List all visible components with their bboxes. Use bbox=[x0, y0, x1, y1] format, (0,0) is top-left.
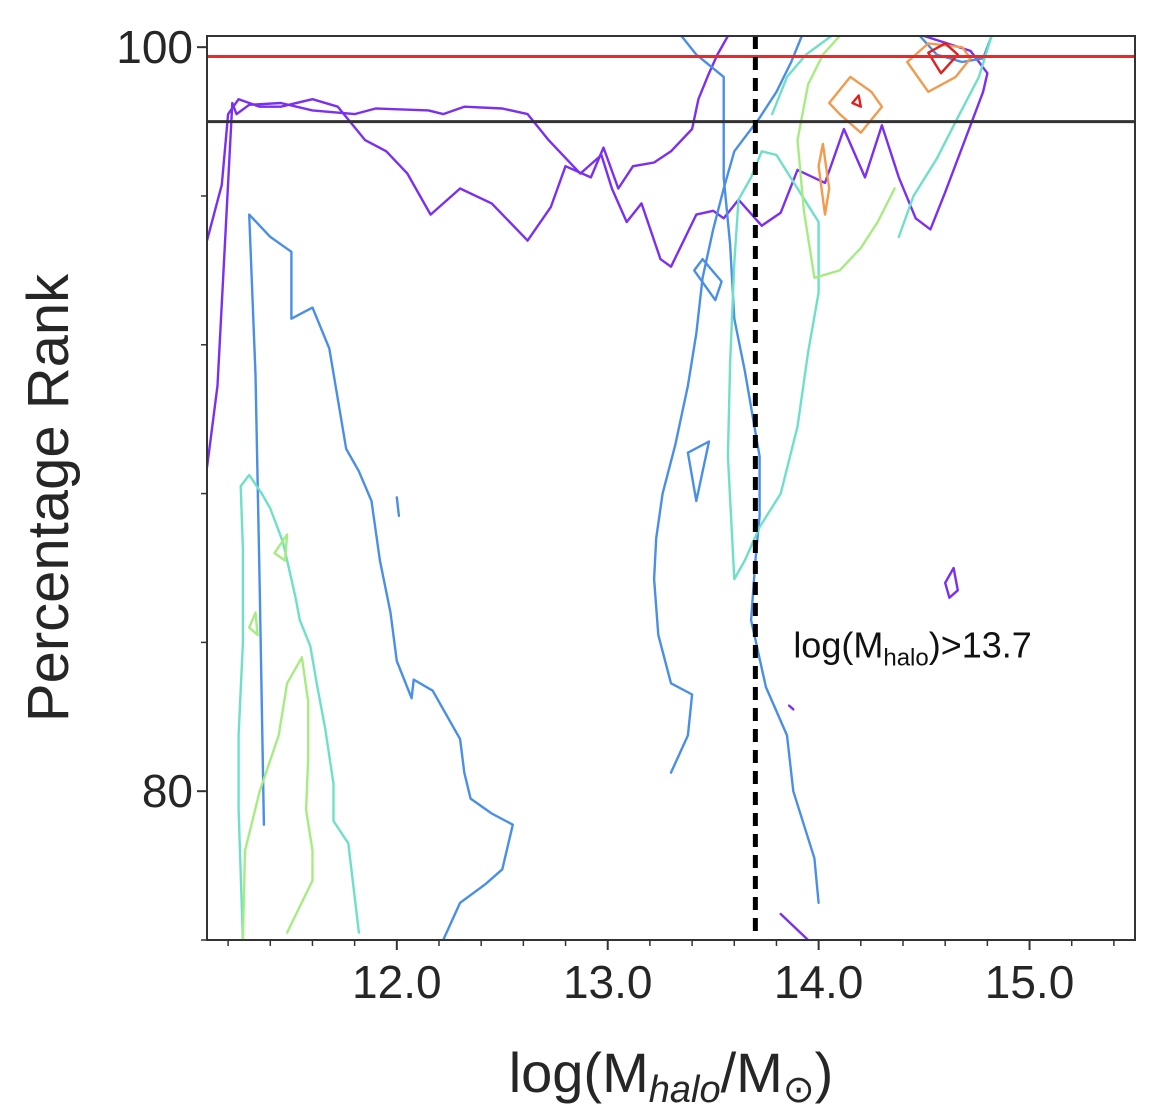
contour-level-5-path-3 bbox=[906, 42, 972, 93]
x-tick-label: 14.0 bbox=[774, 956, 864, 1008]
x-tick-label: 15.0 bbox=[985, 956, 1075, 1008]
y-tick-label: 80 bbox=[142, 765, 193, 817]
contour-level-2-path-4 bbox=[693, 258, 723, 302]
x-axis-title-subscript: halo bbox=[649, 1069, 721, 1108]
contour-level-2-path-3 bbox=[652, 36, 803, 774]
contour-level-4-path-3 bbox=[248, 611, 259, 637]
x-axis-title-middle: /M bbox=[721, 1041, 783, 1104]
contour-level-2-path-1 bbox=[248, 213, 514, 940]
contour-level-2-path-7 bbox=[680, 36, 820, 904]
contour-level-5-path-2 bbox=[828, 75, 884, 134]
contour-level-1-path-3 bbox=[779, 912, 810, 940]
contour-level-3-path-3 bbox=[726, 150, 820, 581]
x-axis-title: log(Mhalo/M⊙) bbox=[509, 1041, 834, 1108]
x-axis-title-subscript-sun: ⊙ bbox=[783, 1069, 815, 1108]
plot-area bbox=[207, 36, 1135, 940]
x-axis-title-suffix: ) bbox=[815, 1041, 834, 1104]
halo-mass-cut-annotation: log(Mhalo)>13.7 bbox=[793, 624, 1031, 671]
contour-level-4-path-1 bbox=[241, 656, 314, 940]
annotation-prefix: log(M bbox=[793, 624, 883, 665]
y-axis-title: Percentage Rank bbox=[16, 273, 81, 722]
contour-level-4-path-2 bbox=[273, 533, 289, 562]
annotation-layer: log(Mhalo)>13.7 bbox=[793, 624, 1031, 671]
axes: 12.0 13.0 14.0 15.080100log(Mhalo/M⊙)Percen… bbox=[16, 21, 1136, 1108]
y-tick-label: 100 bbox=[116, 21, 193, 73]
contour-level-2-path-5 bbox=[686, 440, 711, 503]
contour-level-6-path-2 bbox=[927, 42, 959, 75]
contour-level-3-path-4 bbox=[897, 36, 993, 239]
contour-level-4-path-4 bbox=[796, 36, 896, 279]
axes-frame bbox=[206, 35, 1136, 941]
contour-level-5-path-1 bbox=[817, 142, 831, 216]
annotation-suffix: )>13.7 bbox=[929, 624, 1032, 665]
contour-level-2-path-2 bbox=[395, 496, 401, 518]
contour-level-3-path-2 bbox=[771, 36, 833, 116]
contour-level-6-path-1 bbox=[851, 94, 862, 108]
x-tick-label: 12.0 bbox=[352, 956, 442, 1008]
contour-level-1-path-4 bbox=[787, 704, 795, 711]
contour-level-1-path-5 bbox=[944, 566, 959, 599]
annotation-subscript: halo bbox=[883, 644, 928, 671]
x-tick-label: 13.0 bbox=[563, 956, 653, 1008]
contour-level-1-path-2 bbox=[207, 36, 730, 242]
contour-level-1-path-1 bbox=[207, 36, 989, 469]
x-axis-title-prefix: log(M bbox=[509, 1041, 649, 1104]
